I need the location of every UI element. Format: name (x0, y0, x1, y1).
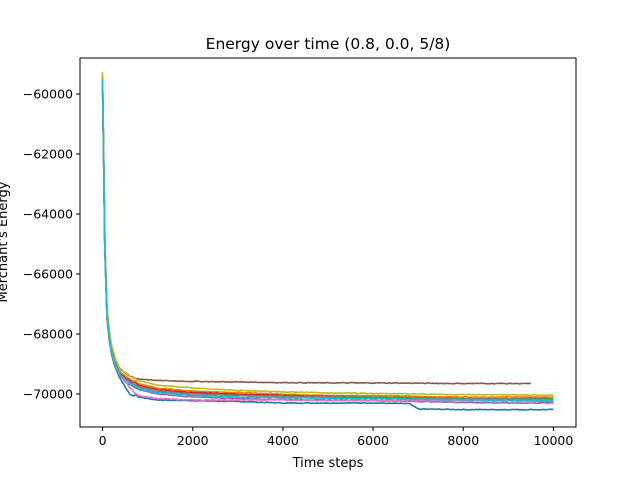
series-line-run-7 (101, 78, 554, 403)
x-axis-ticks: 0 2000 4000 6000 8000 10000 (99, 427, 574, 448)
x-tick-label: 2000 (177, 433, 209, 448)
series-line-run-9 (101, 72, 554, 397)
y-tick-label: −70000 (23, 387, 73, 402)
series-layer (101, 72, 554, 411)
y-axis-ticks: −70000 −68000 −66000 −64000 −62000 −60000 (23, 87, 80, 402)
plot-frame (79, 57, 577, 428)
x-tick-label: 8000 (447, 433, 479, 448)
plot-area (101, 72, 554, 411)
y-tick-label: −68000 (23, 327, 73, 342)
chart-title: Energy over time (0.8, 0.0, 5/8) (206, 35, 451, 53)
x-tick-label: 6000 (357, 433, 389, 448)
y-tick-label: −66000 (23, 267, 73, 282)
x-tick-label: 0 (99, 433, 107, 448)
x-tick-label: 10000 (534, 433, 574, 448)
x-tick-label: 4000 (267, 433, 299, 448)
y-tick-label: −64000 (23, 207, 73, 222)
y-axis-label: Merchant's Energy (0, 181, 11, 302)
y-tick-label: −62000 (23, 147, 73, 162)
series-line-run-1 (101, 78, 554, 411)
series-line-run-6 (101, 76, 531, 385)
series-line-run-10 (101, 79, 554, 402)
y-tick-label: −60000 (23, 87, 73, 102)
x-axis-label: Time steps (292, 456, 364, 471)
series-line-run-2 (101, 76, 554, 399)
